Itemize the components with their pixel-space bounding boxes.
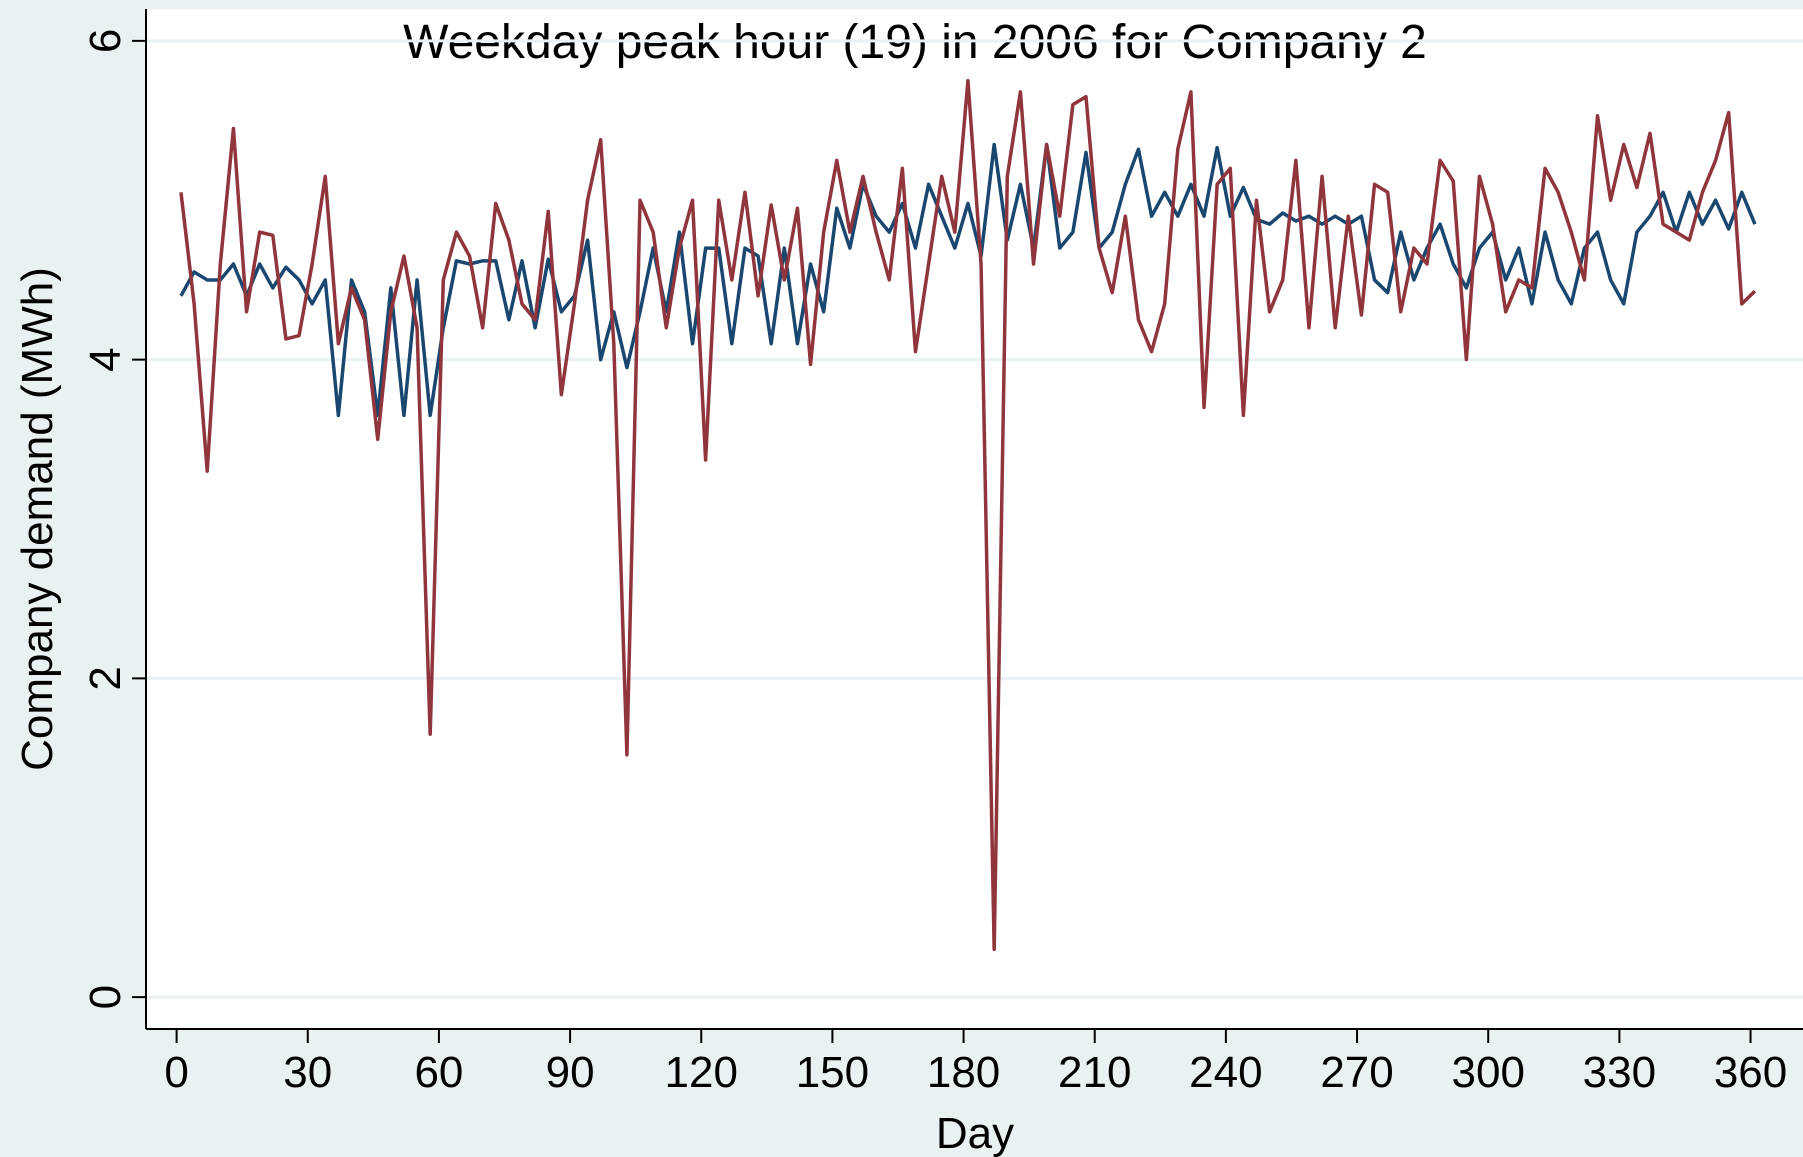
chart-title: Weekday peak hour (19) in 2006 for Compa…	[403, 16, 1427, 69]
x-tick-label: 240	[1189, 1048, 1262, 1097]
x-tick-label: 120	[665, 1048, 738, 1097]
y-tick-label: 6	[81, 29, 130, 53]
x-tick-label: 330	[1583, 1048, 1656, 1097]
x-tick-label: 90	[546, 1048, 595, 1097]
x-tick-label: 30	[283, 1048, 332, 1097]
x-tick-label: 300	[1452, 1048, 1525, 1097]
y-tick-label: 4	[81, 347, 130, 371]
x-tick-label: 180	[927, 1048, 1000, 1097]
series-line	[179, 78, 1757, 952]
x-tick-label: 270	[1320, 1048, 1393, 1097]
x-tick-label: 150	[796, 1048, 869, 1097]
x-tick-label: 210	[1058, 1048, 1131, 1097]
y-tick-label: 0	[81, 985, 130, 1009]
y-axis-label: Company demand (MWh)	[13, 267, 62, 771]
y-tick-label: 2	[81, 666, 130, 690]
x-axis-label: Day	[936, 1109, 1014, 1157]
x-tick-label: 0	[164, 1048, 188, 1097]
x-tick-label: 60	[414, 1048, 463, 1097]
x-tick-label: 360	[1714, 1048, 1787, 1097]
